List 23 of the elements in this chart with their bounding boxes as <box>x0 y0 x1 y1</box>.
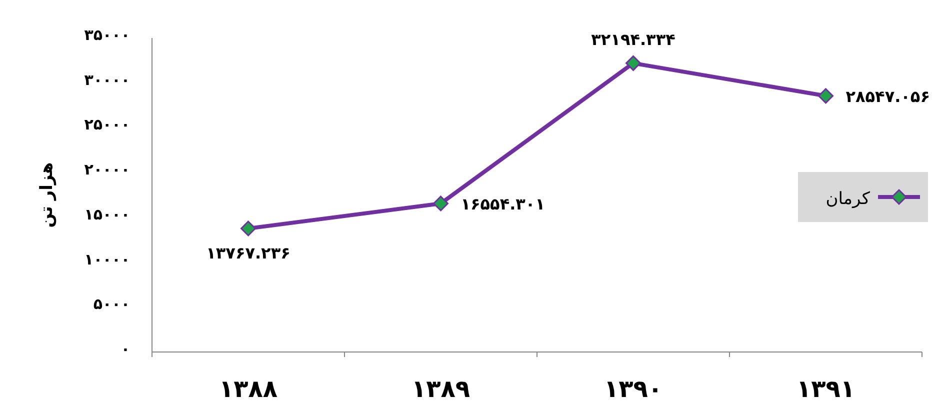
x-tick-label: ۱۳۹۱ <box>796 375 856 403</box>
data-label: ۱۳۷۶۷.۲۳۶ <box>206 243 290 262</box>
point <box>240 220 256 236</box>
data-label: ۳۲۱۹۴.۳۳۴ <box>591 30 676 50</box>
point <box>433 196 448 212</box>
y-tick-label: ۰ <box>120 340 130 358</box>
y-tick-label: ۳۰۰۰۰ <box>84 70 130 89</box>
x-tick-label: ۱۳۸۸ <box>218 375 278 403</box>
y-axis-title: هزار تن <box>37 162 57 228</box>
x-tick-label: ۱۳۹۰ <box>604 375 663 403</box>
legend-label: کرمان <box>826 189 871 209</box>
y-tick-label: ۱۵۰۰۰ <box>84 205 130 224</box>
data-label: ۱۶۵۵۴.۳۰۱ <box>460 194 545 214</box>
y-tick-label: ۵۰۰۰ <box>93 295 130 314</box>
y-tick-label: ۲۰۰۰۰ <box>84 160 130 179</box>
y-tick-label: ۱۰۰۰۰ <box>84 250 130 268</box>
data-label: ۲۸۵۴۷.۰۵۶ <box>846 86 930 106</box>
point <box>626 55 641 71</box>
point <box>818 88 834 104</box>
y-tick-label: ۲۵۰۰۰ <box>84 116 130 134</box>
y-tick-label: ۳۵۰۰۰ <box>84 26 130 44</box>
legend: کرمان <box>798 172 928 222</box>
x-tick-label: ۱۳۸۹ <box>411 375 470 403</box>
